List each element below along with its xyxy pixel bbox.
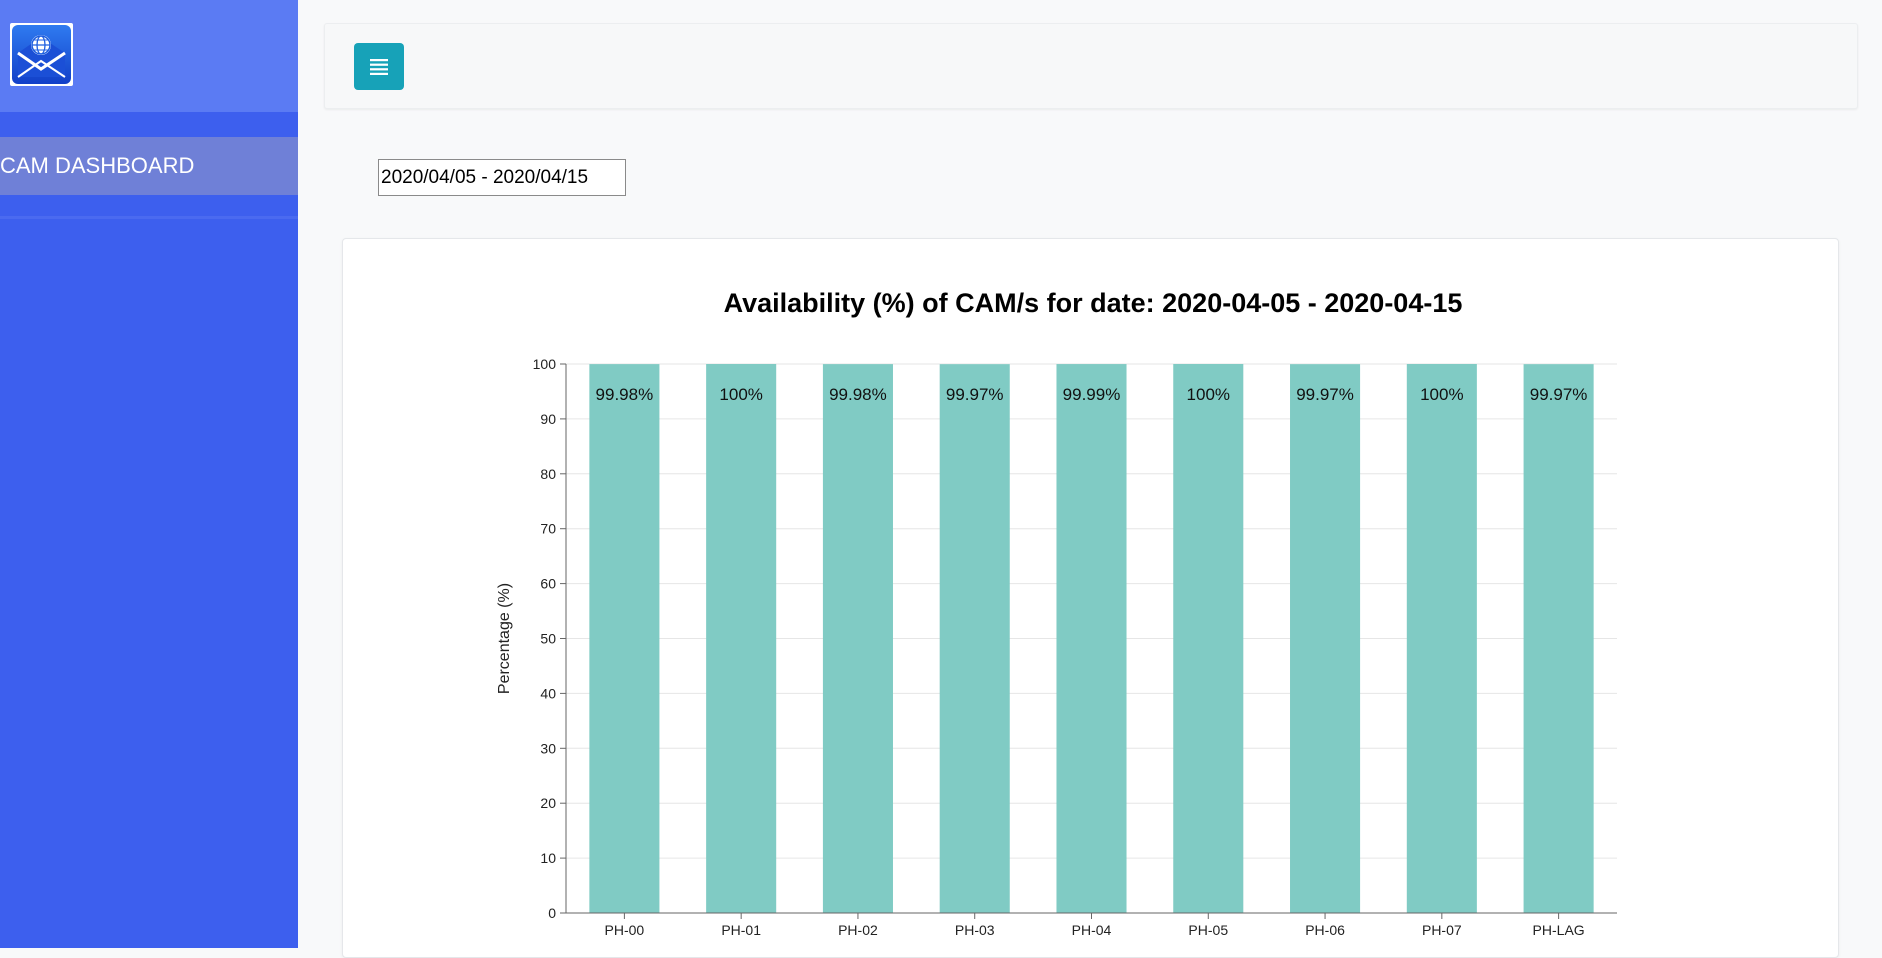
bar-ph-06[interactable]	[1290, 364, 1361, 914]
data-label-ph-05: 100%	[1187, 385, 1230, 404]
sidebar-item-cam-dashboard[interactable]: CAM DASHBOARD	[0, 137, 298, 195]
bar-ph-lag[interactable]	[1523, 364, 1594, 914]
chart-card: Availability (%) of CAM/s for date: 2020…	[342, 238, 1839, 958]
x-tick-label: PH-00	[605, 922, 645, 938]
availability-bar-chart: Availability (%) of CAM/s for date: 2020…	[496, 288, 1617, 938]
y-tick-label: 10	[540, 850, 556, 866]
data-label-ph-07: 100%	[1420, 385, 1463, 404]
x-tick-label: PH-07	[1422, 922, 1462, 938]
data-label-ph-01: 100%	[719, 385, 762, 404]
y-tick-label: 90	[540, 411, 556, 427]
chart-axes: 0 10 20 30 40 50 60 70 80 90 100 PH-00 PH-01 PH-02 PH-…	[533, 356, 1617, 938]
x-tick-label: PH-03	[955, 922, 995, 938]
y-tick-label: 0	[548, 905, 556, 921]
bar-ph-04[interactable]	[1056, 364, 1127, 913]
x-tick-label: PH-01	[721, 922, 761, 938]
y-tick-label: 20	[540, 795, 556, 811]
sidebar-divider	[0, 216, 298, 219]
data-label-ph-04: 99.99%	[1063, 385, 1121, 404]
envelope-globe-logo-icon[interactable]	[10, 23, 73, 86]
top-navbar	[324, 23, 1858, 109]
bar-ph-00[interactable]	[589, 364, 660, 913]
date-range-input[interactable]	[378, 159, 626, 196]
x-tick-label: PH-02	[838, 922, 878, 938]
x-tick-label: PH-05	[1188, 922, 1228, 938]
x-tick-label: PH-06	[1305, 922, 1345, 938]
bar-ph-01[interactable]	[706, 364, 777, 913]
y-tick-label: 30	[540, 740, 556, 756]
y-tick-label: 80	[540, 466, 556, 482]
chart-title: Availability (%) of CAM/s for date: 2020…	[724, 288, 1463, 318]
bar-ph-07[interactable]	[1406, 364, 1477, 913]
sidebar-toggle-button[interactable]	[354, 43, 404, 90]
y-axis-label: Percentage (%)	[496, 583, 513, 694]
data-label-ph-03: 99.97%	[946, 385, 1004, 404]
list-icon	[370, 58, 388, 75]
y-tick-label: 50	[540, 631, 556, 647]
sidebar-header	[0, 0, 298, 112]
bar-ph-05[interactable]	[1173, 364, 1244, 913]
y-tick-label: 70	[540, 521, 556, 537]
y-tick-label: 100	[533, 356, 557, 372]
sidebar-item-label: CAM DASHBOARD	[0, 153, 195, 178]
data-label-ph-00: 99.98%	[596, 385, 654, 404]
bar-ph-03[interactable]	[939, 364, 1010, 914]
bar-ph-02[interactable]	[822, 364, 893, 913]
y-tick-label: 40	[540, 685, 556, 701]
sidebar: CAM DASHBOARD	[0, 0, 298, 948]
x-tick-label: PH-LAG	[1533, 922, 1585, 938]
data-label-ph-02: 99.98%	[829, 385, 887, 404]
chart-bars: 99.98% 100% 99.98% 99.97% 99.99% 100% 99.97% 10…	[589, 364, 1594, 914]
x-tick-label: PH-04	[1072, 922, 1112, 938]
y-tick-label: 60	[540, 576, 556, 592]
data-label-ph-lag: 99.97%	[1530, 385, 1588, 404]
data-label-ph-06: 99.97%	[1296, 385, 1354, 404]
